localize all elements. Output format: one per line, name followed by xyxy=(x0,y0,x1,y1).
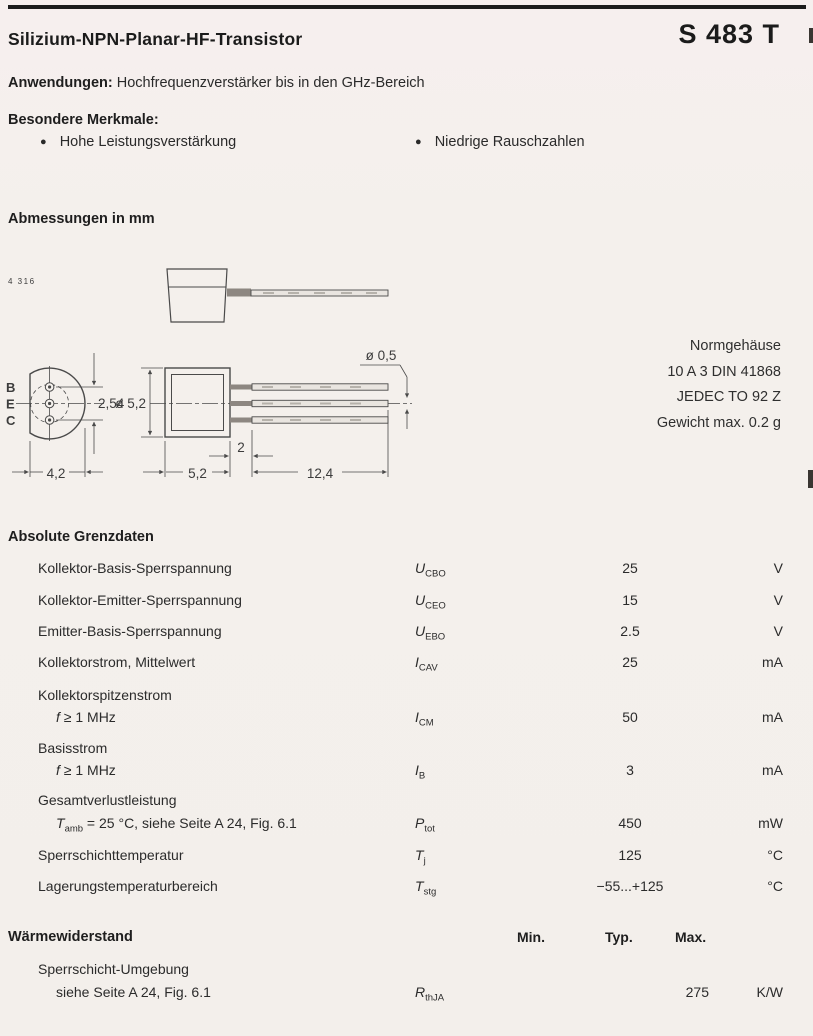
applications-line: Anwendungen: Hochfrequenzverstärker bis … xyxy=(8,75,425,91)
row-unit: mW xyxy=(758,815,783,831)
col-header-max: Max. xyxy=(675,929,707,945)
row-unit: V xyxy=(773,623,783,639)
pin-label-e: E xyxy=(6,397,15,412)
row-symbol: UEBO xyxy=(415,623,446,643)
page-title: Silizium-NPN-Planar-HF-Transistor xyxy=(8,29,303,49)
limits-heading: Absolute Grenzdaten xyxy=(8,529,154,545)
row-value: −55...+125 xyxy=(596,878,664,894)
row-symbol: RthJA xyxy=(415,984,445,1004)
row-label: Kollektor-Emitter-Sperrspannung xyxy=(38,592,242,608)
col-header-min: Min. xyxy=(517,929,545,945)
dimensions-heading: Abmessungen in mm xyxy=(8,211,155,227)
features-heading: Besondere Merkmale: xyxy=(8,112,159,128)
row-label: Sperrschichttemperatur xyxy=(38,847,184,863)
package-frontview-outline xyxy=(29,367,86,440)
bullet-icon: ● xyxy=(40,136,47,148)
dim-lead-dia: ø 0,5 xyxy=(366,348,397,363)
row-value: 15 xyxy=(622,592,638,608)
package-info: Normgehäuse 10 A 3 DIN 41868 JEDEC TO 92… xyxy=(657,334,781,436)
row-unit: °C xyxy=(767,878,783,894)
feature-label: Hohe Leistungsverstärkung xyxy=(59,134,237,150)
top-rule xyxy=(8,5,806,9)
row-symbol: UCBO xyxy=(415,560,446,580)
row-unit: mA xyxy=(762,654,783,670)
package-drawing: 4 316 B E C 2,54 4,2 ø 5,2 2 5,2 12,4 ø … xyxy=(6,268,412,481)
dim-body-width: 5,2 xyxy=(188,466,207,481)
thermal-heading: Wärmewiderstand xyxy=(8,929,133,945)
row-label: Lagerungstemperaturbereich xyxy=(38,878,218,894)
row-value: 25 xyxy=(622,560,638,576)
package-info-line: Gewicht max. 0.2 g xyxy=(656,414,781,431)
row-value: 2.5 xyxy=(620,623,640,639)
row-label: Kollektor-Basis-Sperrspannung xyxy=(38,560,232,576)
col-header-typ: Typ. xyxy=(605,929,633,945)
part-number: S 483 T xyxy=(678,19,780,49)
row-symbol: Tstg xyxy=(415,878,437,898)
row-condition: Tamb = 25 °C, siehe Seite A 24, Fig. 6.1 xyxy=(56,815,297,835)
dim-body-depth: 4,2 xyxy=(47,466,66,481)
row-unit: mA xyxy=(762,762,783,778)
row-symbol: UCEO xyxy=(415,592,446,612)
row-condition: f ≥ 1 MHz xyxy=(56,709,116,725)
row-symbol: ICM xyxy=(415,709,434,729)
row-label: Kollektorspitzenstrom xyxy=(38,687,172,703)
package-sideview-body xyxy=(166,268,228,323)
row-condition: siehe Seite A 24, Fig. 6.1 xyxy=(56,984,211,1000)
pin-label-b: B xyxy=(6,380,15,395)
dim-pin-pitch: 2,54 xyxy=(98,396,125,411)
pin-label-c: C xyxy=(6,413,16,428)
scan-artifact xyxy=(808,470,813,488)
row-label: Basisstrom xyxy=(38,740,108,756)
bullet-icon: ● xyxy=(415,136,422,148)
row-unit: K/W xyxy=(756,984,783,1000)
row-value: 50 xyxy=(622,709,638,725)
row-symbol: ICAV xyxy=(415,654,438,674)
row-unit: °C xyxy=(767,847,783,863)
applications-text: Hochfrequenzverstärker bis in den GHz-Be… xyxy=(116,75,425,91)
row-unit: V xyxy=(773,560,783,576)
row-unit: mA xyxy=(762,709,783,725)
row-label: Kollektorstrom, Mittelwert xyxy=(38,654,196,670)
row-label: Gesamtverlustleistung xyxy=(38,792,177,808)
feature-item: ● Hohe Leistungsverstärkung xyxy=(40,134,236,150)
row-unit: V xyxy=(773,592,783,608)
package-info-line: Normgehäuse xyxy=(689,338,781,354)
feature-label: Niedrige Rauschzahlen xyxy=(434,134,585,150)
row-label: Emitter-Basis-Sperrspannung xyxy=(38,623,222,639)
package-frontview-body xyxy=(164,367,231,438)
row-label: Sperrschicht-Umgebung xyxy=(38,961,189,977)
row-symbol: Tj xyxy=(415,847,426,867)
row-symbol: Ptot xyxy=(415,815,435,835)
dim-lead-length: 12,4 xyxy=(307,466,334,481)
dim-stub: 2 xyxy=(237,440,245,455)
row-value: 450 xyxy=(618,815,642,831)
package-info-line: JEDEC TO 92 Z xyxy=(676,389,781,405)
row-value: 125 xyxy=(618,847,642,863)
row-value: 25 xyxy=(622,654,638,670)
figure-code: 4 316 xyxy=(8,277,36,286)
scan-artifact xyxy=(809,28,813,43)
applications-label: Anwendungen: xyxy=(8,75,113,91)
row-symbol: IB xyxy=(415,762,426,782)
row-condition: f ≥ 1 MHz xyxy=(56,762,116,778)
package-info-line: 10 A 3 DIN 41868 xyxy=(667,363,781,380)
row-max-value: 275 xyxy=(685,984,709,1000)
row-value: 3 xyxy=(626,762,634,778)
dim-body-dia: ø 5,2 xyxy=(115,396,146,411)
feature-item: ● Niedrige Rauschzahlen xyxy=(415,134,585,150)
